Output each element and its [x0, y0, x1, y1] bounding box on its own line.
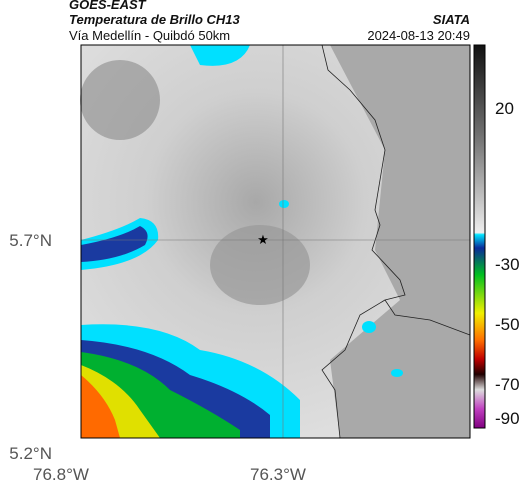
datetime: 2024-08-13 20:49	[367, 28, 470, 43]
cold-cloud	[279, 200, 289, 208]
cold-cloud	[81, 375, 120, 438]
region	[330, 45, 470, 438]
colorbar-tick: -30	[495, 255, 520, 274]
colorbar	[473, 44, 486, 429]
lon-label: 76.3°W	[250, 465, 306, 484]
colorbar-tick: -90	[495, 409, 520, 428]
colorbar-tick: -70	[495, 375, 520, 394]
lat-label: 5.7°N	[9, 231, 52, 250]
map-frame	[80, 44, 471, 439]
marker: ★	[257, 232, 269, 247]
cold-cloud	[362, 321, 376, 333]
colorbar-tick: 20	[495, 99, 514, 118]
cold-cloud	[391, 369, 403, 377]
cold-cloud	[190, 45, 250, 66]
cold-cloud	[81, 226, 148, 262]
cloud	[80, 60, 160, 140]
subtitle: Temperatura de Brillo CH13	[69, 12, 240, 27]
lon-label: 76.8°W	[33, 465, 89, 484]
source: SIATA	[432, 12, 470, 27]
border	[321, 44, 471, 439]
location: Vía Medellín - Quibdó 50km	[69, 28, 231, 43]
title: GOES-EAST	[69, 0, 146, 12]
cloud	[210, 225, 310, 305]
colorbar-tick: -50	[495, 315, 520, 334]
lat-label: 5.2°N	[9, 444, 52, 463]
